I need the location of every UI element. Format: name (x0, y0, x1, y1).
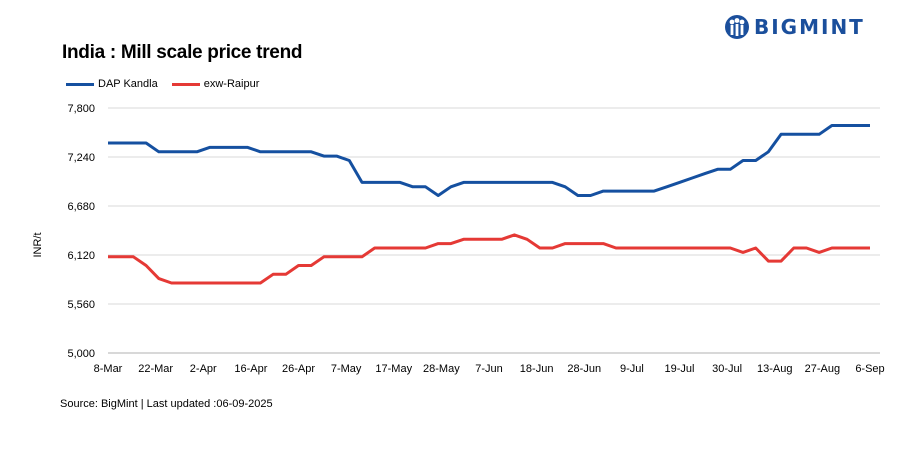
legend-label-raipur: exw-Raipur (203, 78, 260, 90)
legend-swatch-dap (66, 82, 94, 86)
x-tick-label: 7-May (331, 363, 362, 375)
x-tick-label: 8-Mar (94, 363, 123, 375)
y-tick-label: 6,120 (67, 250, 95, 262)
x-tick-label: 18-Jun (520, 363, 554, 375)
x-tick-label: 22-Mar (138, 363, 173, 375)
x-tick-label: 6-Sep (855, 363, 884, 375)
x-tick-label: 30-Jul (712, 363, 742, 375)
logo-text: BIGMINT (754, 15, 865, 39)
x-tick-label: 9-Jul (620, 363, 644, 375)
y-axis-label: INR/t (32, 232, 44, 257)
y-tick-label: 5,000 (67, 348, 95, 360)
series-line-dap-kandla (108, 124, 870, 197)
x-tick-label: 28-May (423, 363, 460, 375)
x-tick-label: 28-Jun (567, 363, 601, 375)
x-tick-label: 17-May (375, 363, 412, 375)
bigmint-people-icon (725, 15, 749, 39)
x-tick-label: 26-Apr (282, 363, 315, 375)
chart-legend: DAP Kandla exw-Raipur (66, 78, 273, 90)
y-tick-label: 6,680 (67, 201, 95, 213)
chart-title: India : Mill scale price trend (62, 42, 303, 63)
x-tick-label: 13-Aug (757, 363, 792, 375)
legend-label-dap: DAP Kandla (98, 78, 158, 90)
legend-swatch-raipur (171, 82, 200, 86)
y-tick-label: 5,560 (67, 299, 95, 311)
x-tick-label: 19-Jul (665, 363, 695, 375)
y-tick-label: 7,800 (67, 103, 95, 115)
legend-item-raipur: exw-Raipur (171, 78, 260, 90)
x-tick-label: 7-Jun (475, 363, 503, 375)
brand-logo: BIGMINT (724, 14, 865, 40)
x-tick-label: 2-Apr (190, 363, 217, 375)
x-tick-label: 27-Aug (805, 363, 840, 375)
y-tick-label: 7,240 (67, 152, 95, 164)
x-tick-label: 16-Apr (234, 363, 267, 375)
source-note: Source: BigMint | Last updated :06-09-20… (60, 398, 273, 410)
legend-item-dap: DAP Kandla (66, 78, 158, 90)
series-line-exw-raipur (108, 233, 870, 285)
